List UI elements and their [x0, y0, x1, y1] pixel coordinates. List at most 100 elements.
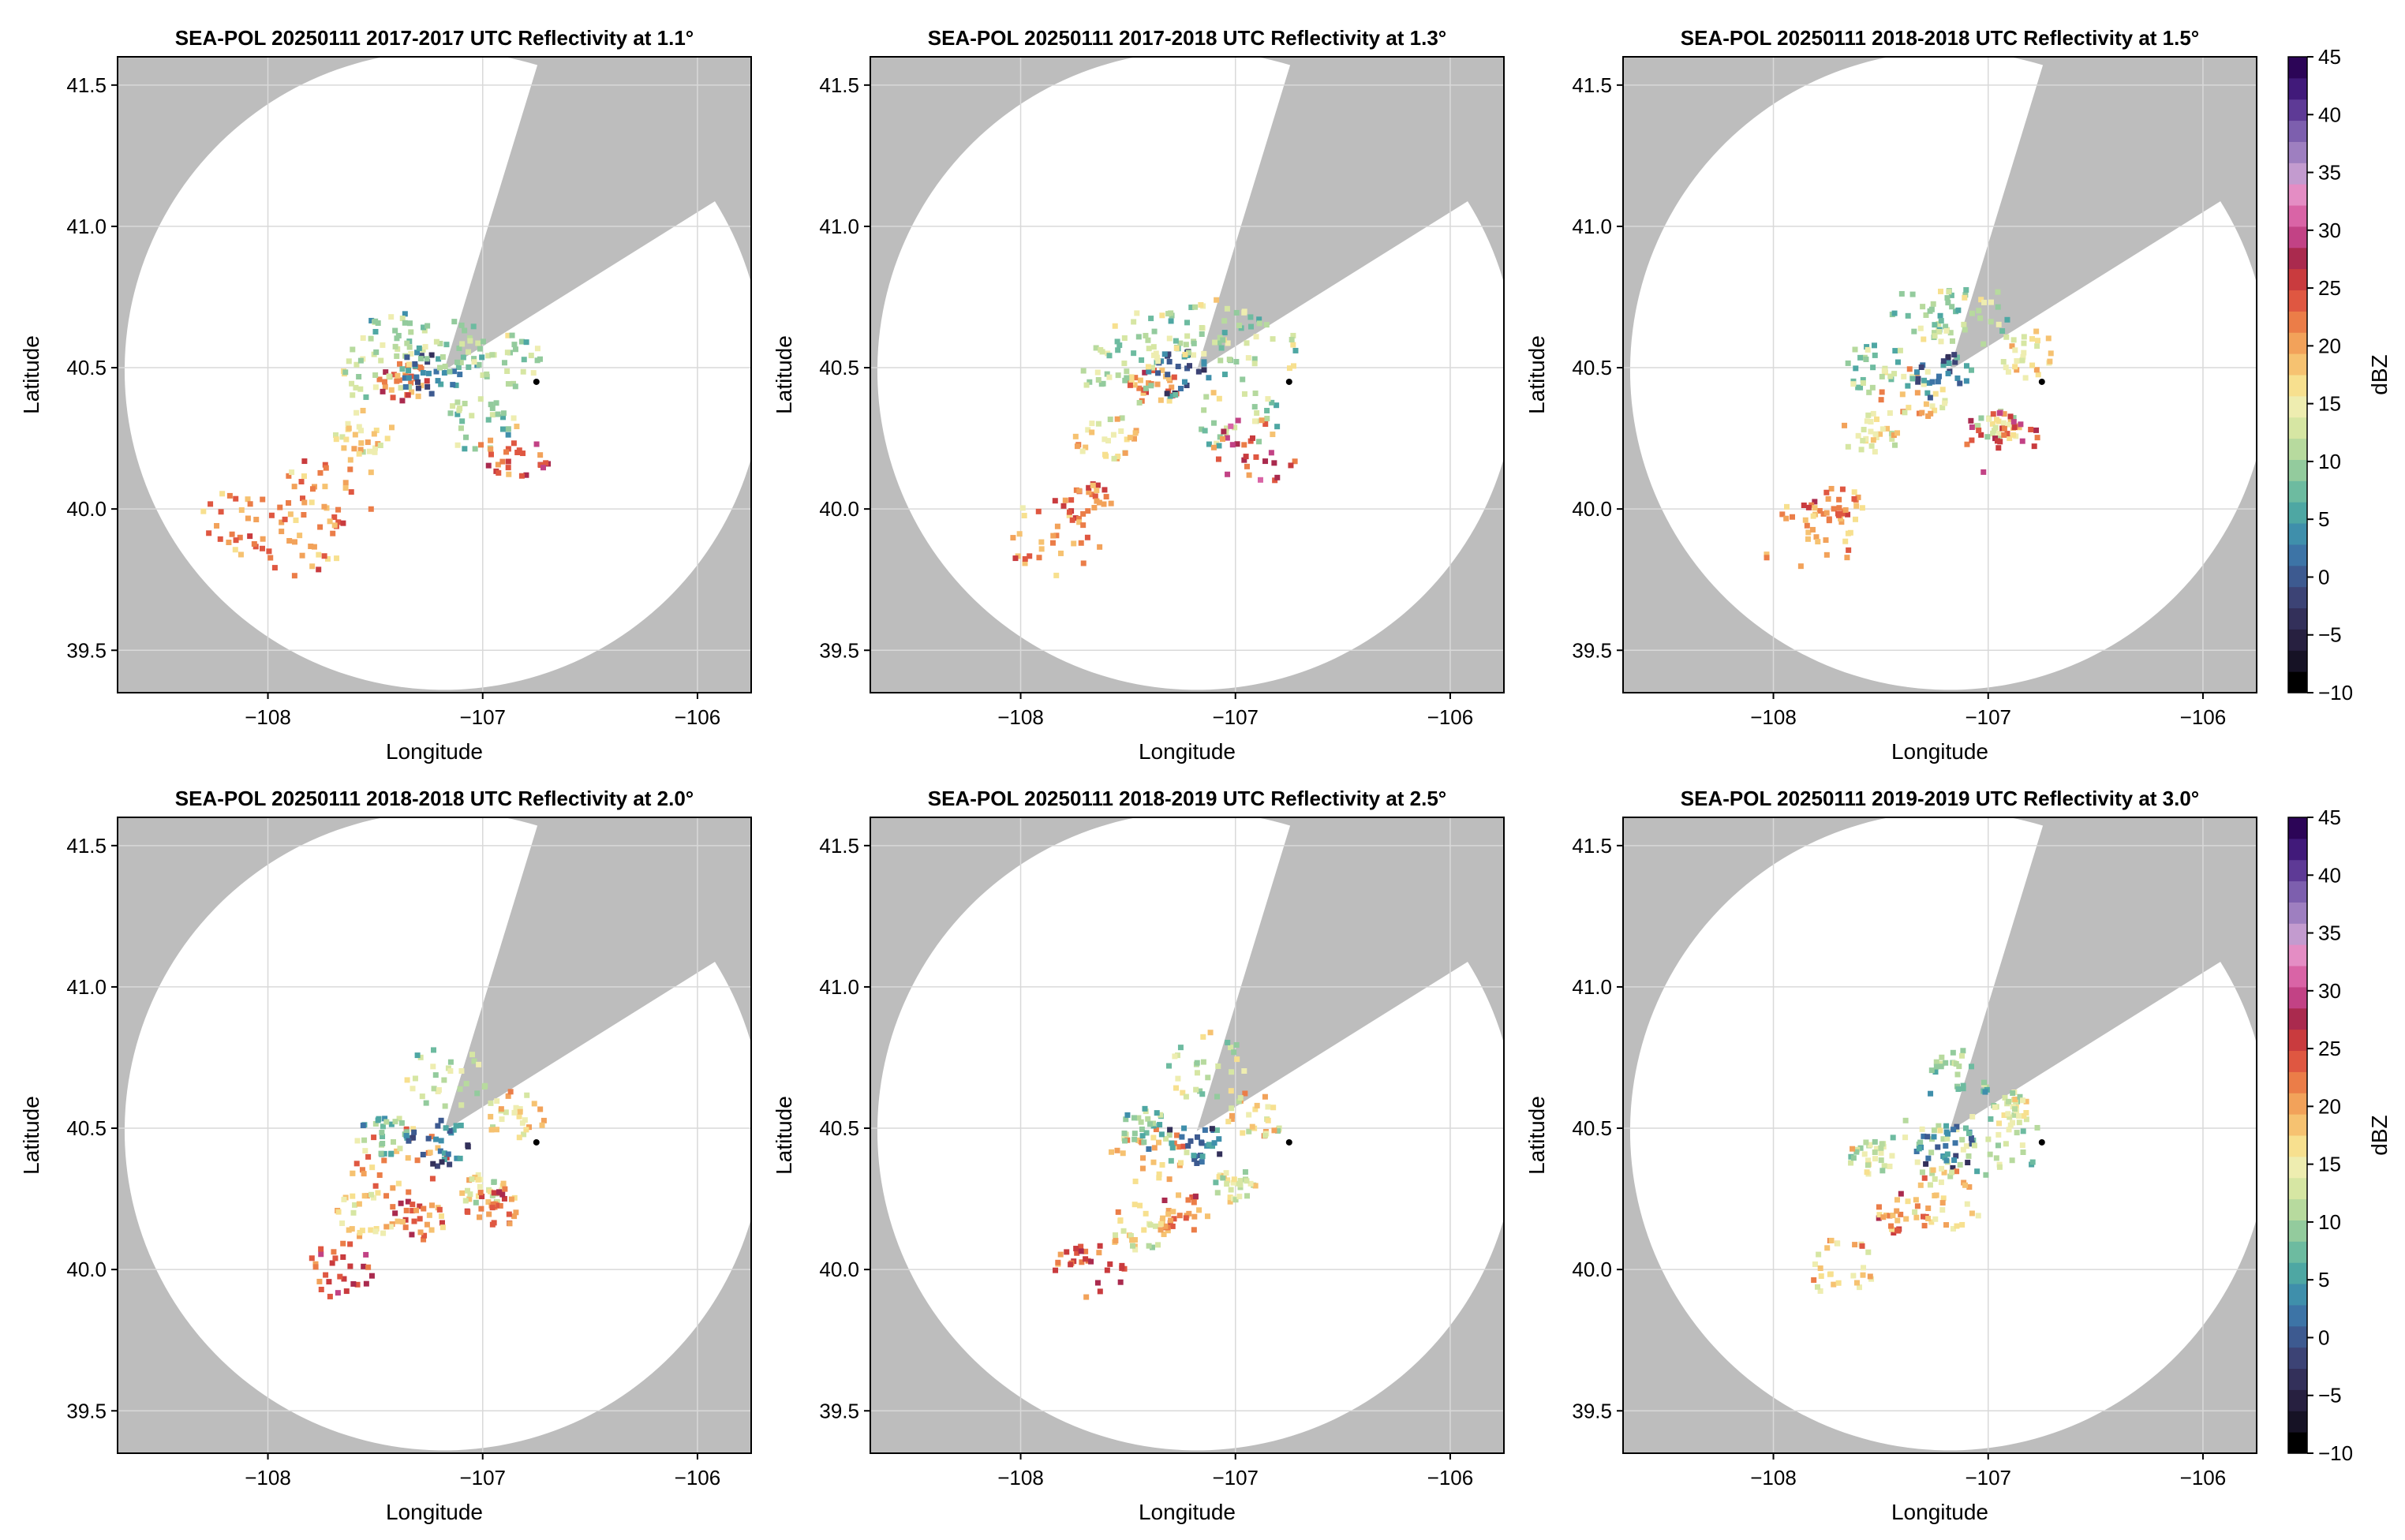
echo-pixel	[441, 1077, 447, 1083]
echo-pixel	[388, 387, 395, 393]
echo-pixel	[490, 1201, 496, 1207]
site-marker	[1285, 1138, 1292, 1146]
echo-pixel	[537, 356, 543, 362]
echo-cell	[1842, 410, 1901, 455]
echo-cell	[1060, 481, 1114, 521]
echo-pixel	[1122, 450, 1128, 456]
echo-pixel	[360, 1122, 366, 1128]
echo-pixel	[208, 501, 214, 507]
echo-pixel	[1845, 511, 1851, 518]
echo-pixel	[2014, 367, 2020, 373]
echo-pixel	[519, 1119, 526, 1126]
echo-cell	[464, 1186, 519, 1228]
echo-pixel	[539, 1122, 545, 1128]
echo-pixel	[2004, 316, 2010, 323]
echo-pixel	[1210, 444, 1217, 450]
echo-pixel	[218, 509, 224, 515]
echo-pixel	[1932, 1176, 1938, 1182]
echo-pixel	[1868, 419, 1874, 425]
echo-pixel	[1205, 1075, 1211, 1081]
echo-pixel	[1868, 443, 1875, 449]
echo-pixel	[1096, 1250, 1102, 1256]
echo-pixel	[1878, 1149, 1884, 1156]
echo-pixel	[1240, 1130, 1246, 1136]
echo-pixel	[363, 1280, 369, 1287]
echo-pixel	[478, 442, 484, 448]
echo-pixel	[337, 1273, 343, 1280]
echo-pixel	[317, 524, 324, 530]
echo-pixel	[1959, 1221, 1966, 1228]
echo-pixel	[1225, 471, 1231, 477]
echo-pixel	[428, 352, 435, 358]
echo-pixel	[1115, 372, 1121, 379]
y-axis-label: Latitude	[19, 1096, 43, 1175]
echo-pixel	[1161, 351, 1168, 357]
echo-pixel	[1925, 413, 1932, 419]
echo-pixel	[1928, 306, 1935, 312]
colorbar-tick-label: 25	[2318, 1037, 2341, 1060]
echo-pixel	[1978, 432, 1984, 438]
echo-pixel	[1989, 421, 1995, 427]
echo-pixel	[425, 323, 431, 329]
echo-pixel	[1881, 368, 1887, 374]
echo-pixel	[1942, 1154, 1948, 1161]
echo-pixel	[1929, 379, 1936, 385]
colorbar-segment	[2288, 268, 2307, 291]
echo-pixel	[1892, 348, 1898, 354]
echo-pixel	[1073, 1246, 1079, 1252]
echo-pixel	[1083, 1248, 1089, 1254]
colorbar-segment	[2288, 332, 2307, 354]
echo-pixel	[540, 465, 546, 471]
echo-pixel	[1066, 512, 1072, 518]
colorbar-segment	[2288, 1135, 2307, 1157]
echo-pixel	[500, 1180, 507, 1187]
echo-pixel	[354, 1281, 361, 1288]
echo-pixel	[1230, 1179, 1236, 1186]
echo-pixel	[1256, 316, 1262, 323]
echo-pixel	[1173, 345, 1180, 351]
echo-pixel	[1816, 507, 1823, 514]
echo-pixel	[1183, 1093, 1189, 1100]
echo-pixel	[1949, 1169, 1955, 1176]
echo-cell	[1811, 1237, 1875, 1294]
echo-pixel	[1206, 441, 1212, 447]
echo-pixel	[291, 484, 297, 490]
echo-pixel	[405, 1155, 411, 1161]
x-tick-label: −108	[245, 705, 291, 729]
echo-pixel	[1960, 1086, 1966, 1092]
echo-pixel	[301, 458, 308, 465]
echo-pixel	[1201, 407, 1207, 413]
echo-pixel	[396, 377, 402, 383]
echo-pixel	[439, 354, 446, 361]
radar-coverage	[877, 817, 1504, 1451]
echo-pixel	[1214, 1190, 1221, 1196]
echo-pixel	[1218, 345, 1225, 351]
echo-pixel	[1098, 381, 1105, 387]
echo-pixel	[1815, 539, 1821, 545]
echo-pixel	[271, 565, 278, 571]
echo-field	[200, 311, 552, 579]
echo-pixel	[2023, 1109, 2029, 1116]
y-tick-label: 41.0	[819, 975, 859, 999]
echo-pixel	[1253, 334, 1259, 340]
colorbar-tick-label: 0	[2318, 1325, 2329, 1349]
echo-pixel	[505, 432, 511, 438]
echo-pixel	[1947, 330, 1954, 336]
echo-pixel	[2003, 334, 2010, 340]
echo-pixel	[1256, 320, 1262, 327]
echo-pixel	[1165, 372, 1171, 378]
echo-pixel	[425, 370, 432, 376]
echo-pixel	[1225, 1177, 1231, 1183]
colorbar-segment	[2288, 1347, 2307, 1370]
echo-pixel	[1175, 1075, 1181, 1082]
colorbar-tick-label: −10	[2318, 681, 2353, 705]
echo-pixel	[1139, 1165, 1146, 1172]
echo-pixel	[2004, 431, 2010, 437]
echo-pixel	[1932, 407, 1938, 413]
echo-cell	[1159, 1192, 1210, 1234]
echo-pixel	[381, 1157, 387, 1164]
echo-pixel	[424, 1221, 430, 1228]
echo-pixel	[1938, 338, 1944, 345]
echo-pixel	[404, 340, 410, 346]
echo-pixel	[1268, 450, 1274, 456]
